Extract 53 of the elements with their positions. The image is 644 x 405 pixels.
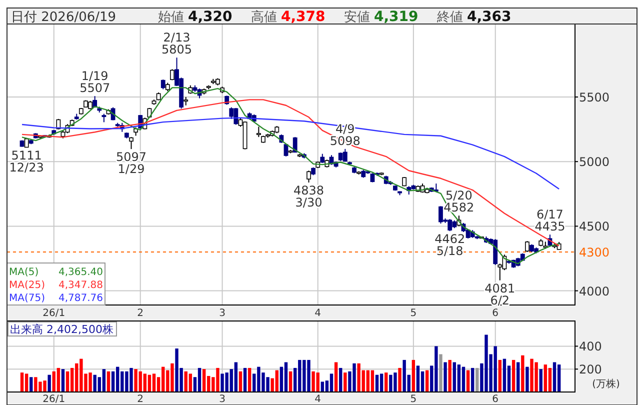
x-tick-label: 4 [314,308,322,319]
annotation: 1/29 [118,162,145,176]
text: MA(5) [9,267,39,278]
annotation: 6/17 [536,208,564,222]
annotation: 5/18 [436,244,464,258]
annotation: 始値 [158,10,184,25]
y-axis-title: (万株) [592,378,620,390]
annotation: 2/13 [163,30,190,45]
annotation: 4,365.40 [58,267,103,278]
x-tick-label: 3 [219,308,226,319]
annotation: 4,319 [374,9,418,25]
annotation: 5097 [116,150,147,164]
annotation: 安値 [344,9,370,25]
y-tick-label: 5500 [579,90,610,104]
y-tick-label: 200 [579,362,602,377]
x-tick-label: 6 [492,394,499,405]
x-tick-label: 6 [492,308,499,319]
x-tick-label: 4 [314,394,322,405]
annotation: 5507 [80,81,110,96]
annotation: 4,363 [467,9,512,25]
annotation: 終値 [436,10,463,25]
annotation: 高値 [251,9,277,25]
annotation: 3/30 [295,196,322,210]
annotation: 4435 [534,220,566,234]
annotation: 4838 [293,184,324,198]
annotation: 5111 [11,148,42,162]
x-tick-label: 2 [137,308,144,319]
annotation: 4,320 [188,9,233,25]
text: MA(75) [9,293,46,304]
x-tick-label: 2 [137,394,144,405]
annotation: 5/20 [445,188,472,203]
annotation: 4462 [434,232,466,246]
y-tick-label: 5000 [579,155,610,170]
y-tick-label: 400 [579,340,602,354]
y-tick-label: 4500 [579,220,610,234]
annotation: 6/2 [490,293,510,308]
ref-line-label: 4300 [579,246,610,260]
x-tick-label: 26/1 [42,308,66,319]
x-tick-label: 5 [410,308,417,319]
chart-title: 出来高 2,402,500株 [10,323,114,336]
annotation: 4,378 [281,9,326,25]
annotation: 12/23 [9,160,44,174]
x-tick-label: 3 [219,394,226,405]
text: MA(25) [9,280,46,291]
annotation: 4,787.76 [58,293,103,304]
x-tick-label: 26/1 [42,394,66,405]
annotation: 4,347.88 [58,280,103,291]
annotation: 5805 [161,42,192,57]
x-tick-label: 5 [410,394,417,405]
chart-title: 日付 2026/06/19 [11,10,116,25]
annotation: 4081 [484,281,516,296]
annotation: 1/19 [81,69,108,84]
y-tick-label: 4000 [579,284,610,298]
